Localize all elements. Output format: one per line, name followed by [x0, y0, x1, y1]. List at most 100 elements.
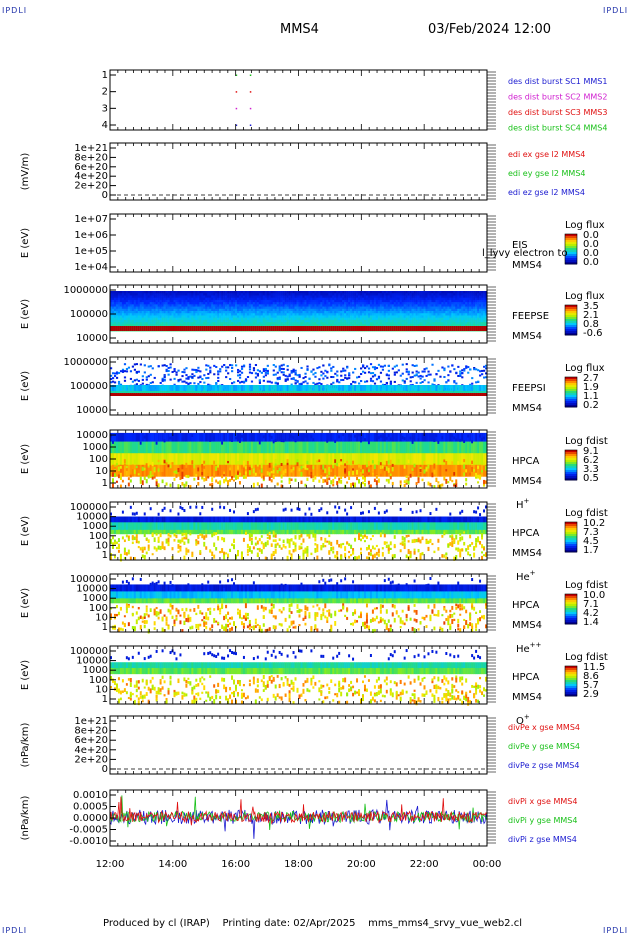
heatmap-cell — [302, 393, 304, 396]
y-tick-label: 1e+04 — [74, 262, 108, 273]
heatmap-cell — [346, 385, 348, 391]
heatmap-cell — [302, 326, 304, 331]
heatmap-cell — [336, 385, 338, 391]
heatmap-cell — [388, 326, 390, 331]
heatmap-cell — [312, 326, 314, 331]
heatmap-cell — [221, 326, 223, 331]
heatmap-cell — [126, 370, 128, 372]
heatmap-cell — [241, 381, 243, 383]
heatmap-cell — [386, 326, 388, 331]
heatmap-cell — [427, 326, 429, 331]
heatmap-cell — [320, 371, 322, 373]
heatmap-cell — [126, 385, 128, 391]
heatmap-cell — [251, 326, 253, 331]
heatmap-cell — [249, 393, 251, 396]
heatmap-cell — [219, 368, 221, 370]
heatmap-cell — [168, 370, 170, 372]
heatmap-cell — [320, 326, 322, 331]
heatmap-cell — [142, 379, 144, 381]
heatmap-cell — [199, 375, 201, 377]
heatmap-cell — [300, 393, 302, 396]
heatmap-cell — [211, 326, 213, 331]
heatmap-cell — [138, 380, 140, 382]
heatmap-cell — [380, 326, 382, 331]
heatmap-cell — [261, 326, 263, 331]
heatmap-cell — [170, 379, 172, 381]
heatmap-cell — [237, 393, 239, 396]
heatmap-cell — [243, 393, 245, 396]
heatmap-cell — [467, 326, 469, 331]
heatmap-cell — [201, 385, 203, 391]
heatmap-cell — [235, 393, 237, 396]
heatmap-cell — [336, 371, 338, 373]
heatmap-cell — [197, 326, 199, 331]
heatmap-cell — [185, 367, 187, 369]
heatmap-cell — [173, 326, 175, 331]
heatmap-cell — [193, 375, 195, 377]
heatmap-cell — [295, 382, 297, 384]
heatmap-cell — [283, 385, 285, 391]
heatmap-cell — [368, 326, 370, 331]
heatmap-cell — [279, 365, 281, 367]
y-tick-label: 1e+07 — [74, 214, 108, 225]
heatmap-cell — [469, 326, 471, 331]
heatmap-cell — [279, 369, 281, 371]
heatmap-cell — [300, 326, 302, 331]
heatmap-cell — [291, 385, 293, 391]
heatmap-cell — [445, 326, 447, 331]
heatmap-cell — [370, 326, 372, 331]
heatmap-cell — [223, 326, 225, 331]
heatmap-cell — [179, 385, 181, 391]
heatmap-cell — [273, 326, 275, 331]
heatmap-cell — [211, 385, 213, 391]
heatmap-cell — [140, 326, 142, 331]
heatmap-cell — [150, 374, 152, 376]
heatmap-cell — [326, 385, 328, 391]
heatmap-cell — [148, 366, 150, 368]
heatmap-cell — [439, 326, 441, 331]
heatmap-cell — [142, 393, 144, 396]
heatmap-cell — [118, 381, 120, 383]
heatmap-cell — [132, 385, 134, 391]
heatmap-cell — [378, 326, 380, 331]
heatmap-cell — [281, 393, 283, 396]
heatmap-cell — [283, 371, 285, 373]
heatmap-cell — [257, 369, 259, 371]
heatmap-cell — [209, 370, 211, 372]
heatmap-cell — [199, 385, 201, 391]
heatmap-cell — [215, 326, 217, 331]
heatmap-cell — [394, 326, 396, 331]
heatmap-cell — [177, 379, 179, 381]
heatmap-cell — [259, 385, 261, 391]
heatmap-cell — [197, 383, 199, 385]
burst-point — [250, 75, 252, 77]
heatmap-cell — [162, 385, 164, 391]
heatmap-cell — [310, 326, 312, 331]
heatmap-cell — [328, 385, 330, 391]
heatmap-cell — [255, 376, 257, 378]
heatmap-cell — [328, 326, 330, 331]
heatmap-cell — [287, 385, 289, 391]
heatmap-cell — [312, 382, 314, 384]
heatmap-cell — [152, 385, 154, 391]
heatmap-cell — [287, 393, 289, 396]
heatmap-cell — [312, 393, 314, 396]
heatmap-cell — [297, 374, 299, 376]
heatmap-cell — [185, 326, 187, 331]
heatmap-cell — [308, 385, 310, 391]
heatmap-cell — [243, 326, 245, 331]
heatmap-cell — [231, 326, 233, 331]
heatmap-cell — [225, 366, 227, 368]
legend-entry-edi: edi ex gse l2 MMS4 — [508, 150, 585, 159]
heatmap-cell — [441, 326, 443, 331]
heatmap-cell — [237, 374, 239, 376]
heatmap-cell — [261, 393, 263, 396]
heatmap-cell — [255, 326, 257, 331]
heatmap-cell — [259, 370, 261, 372]
heatmap-cell — [227, 393, 229, 396]
heatmap-cell — [122, 370, 124, 372]
heatmap-cell — [324, 385, 326, 391]
heatmap-cell — [263, 370, 265, 372]
heatmap-cell — [265, 385, 267, 391]
heatmap-cell — [227, 372, 229, 374]
